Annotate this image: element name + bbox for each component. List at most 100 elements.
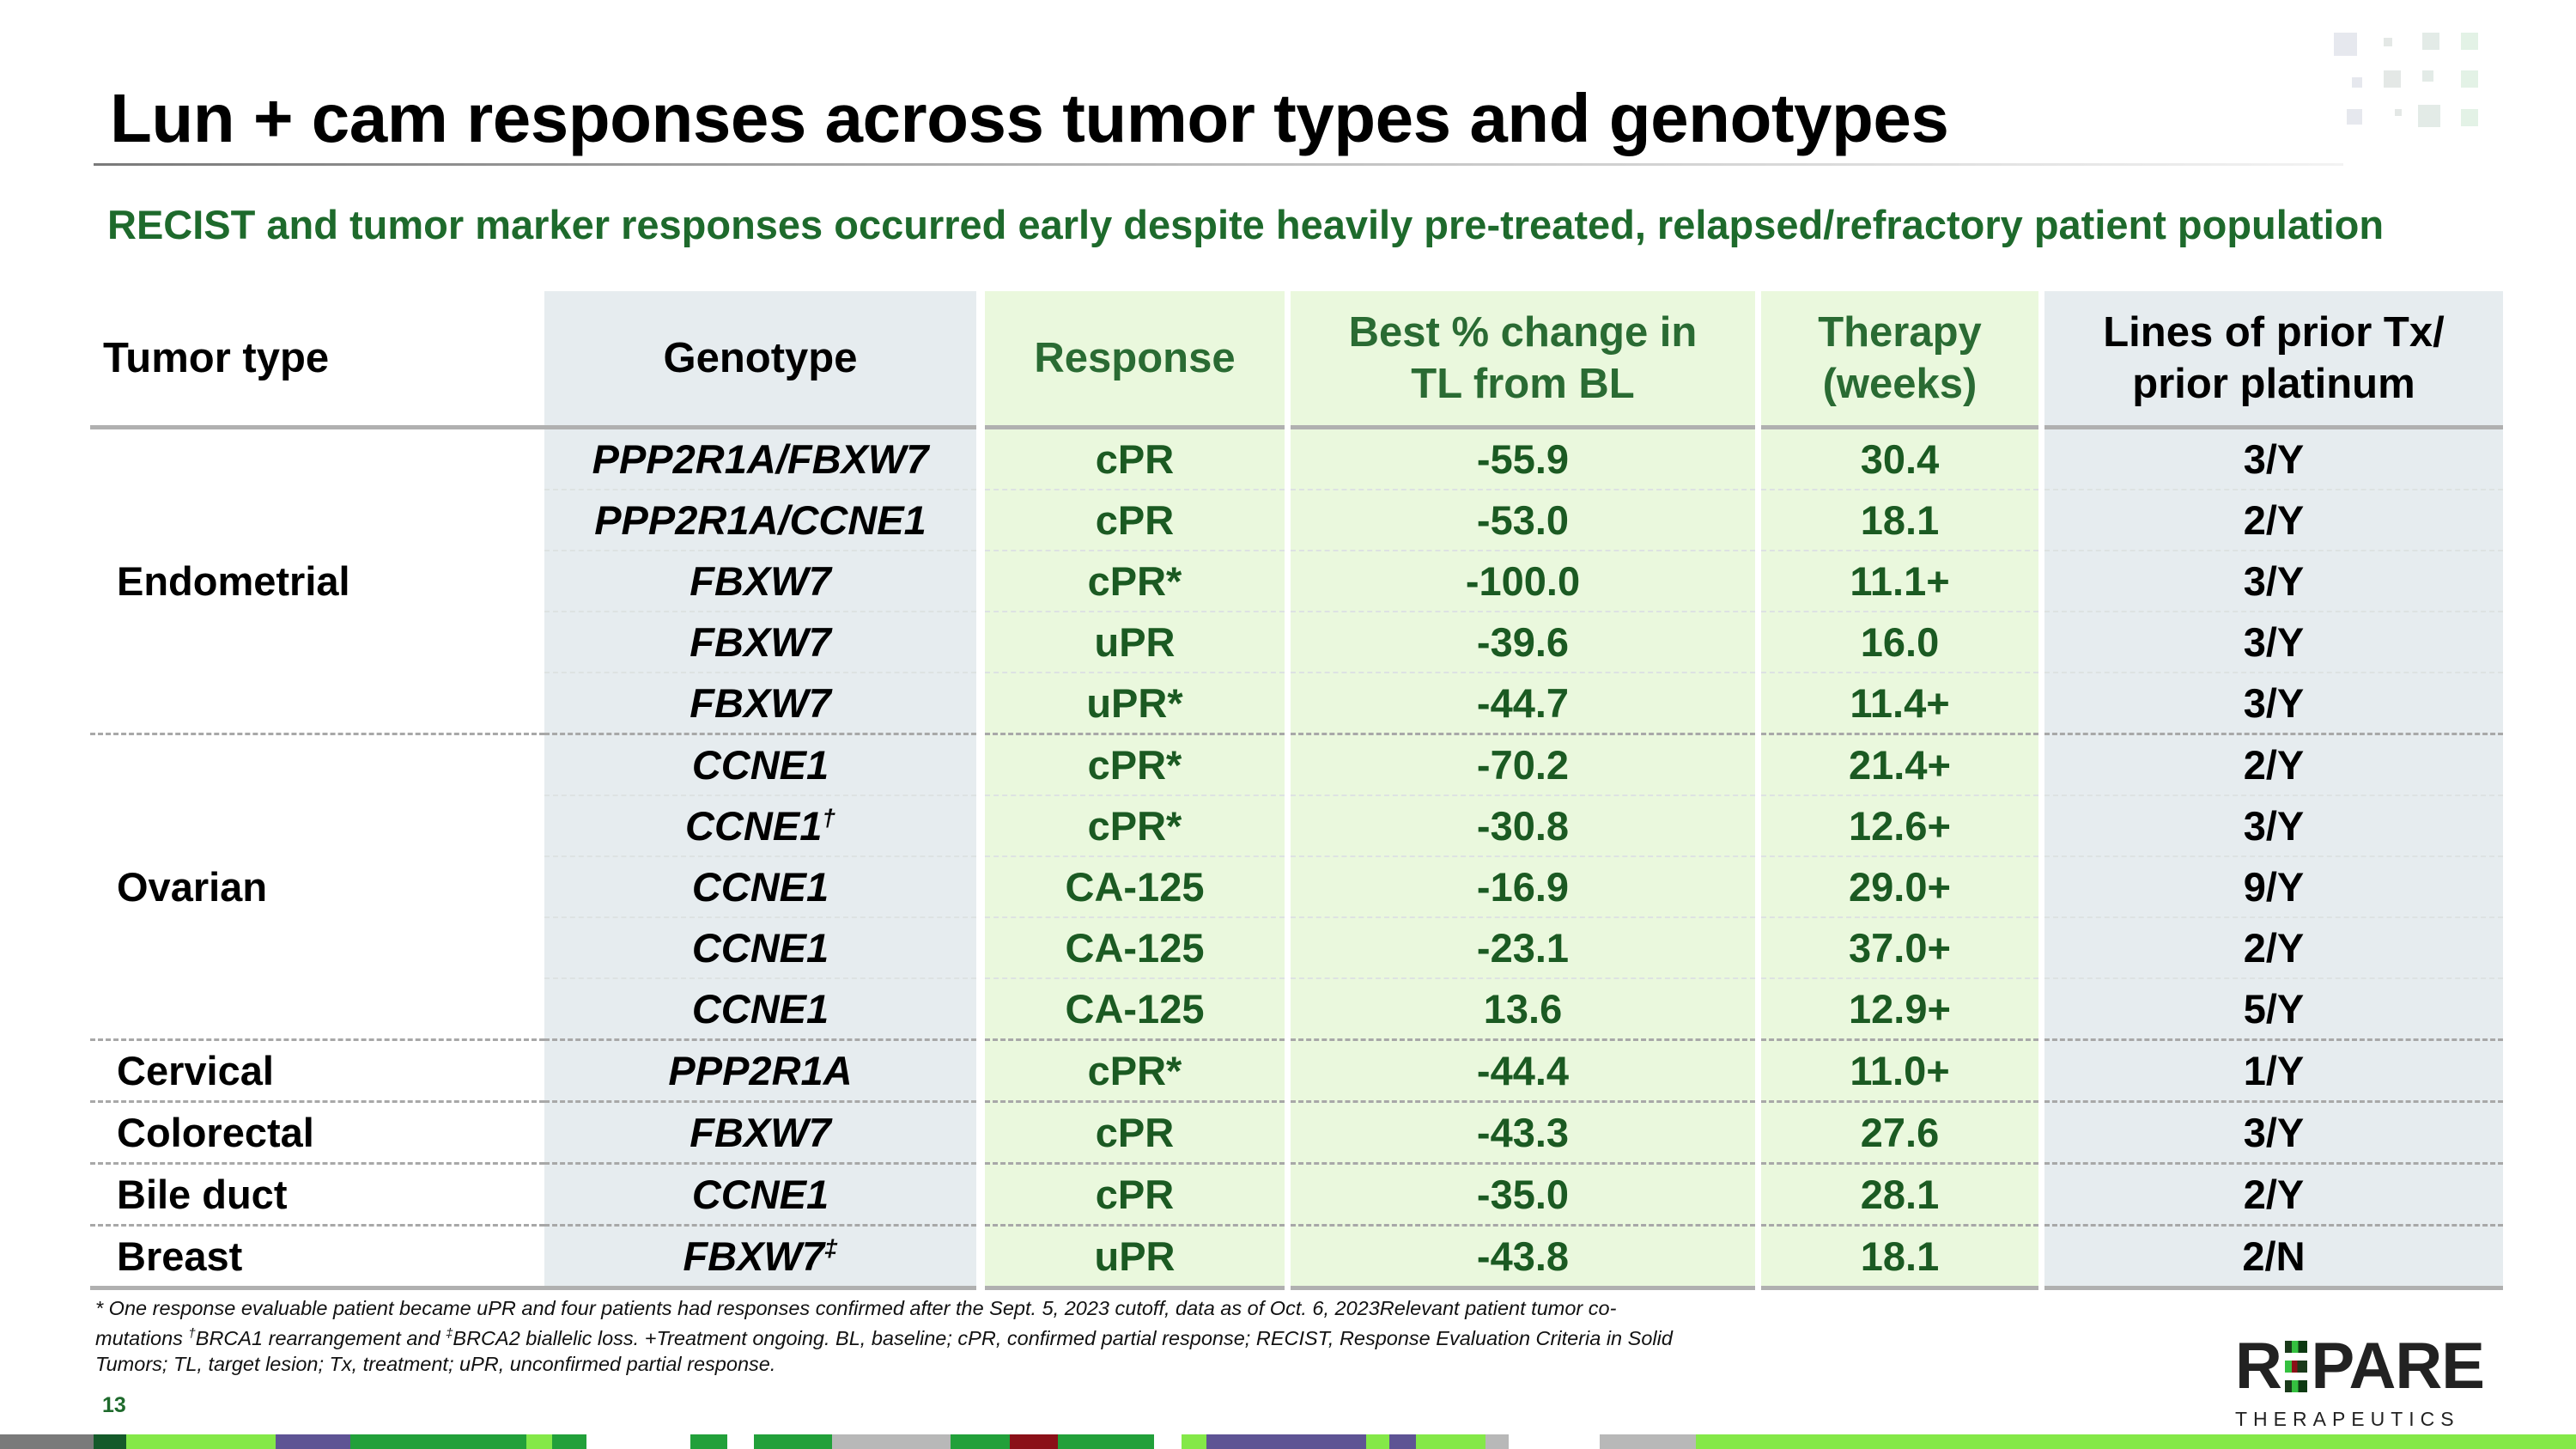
header-prior-lines: Lines of prior Tx/prior platinum [2041, 291, 2503, 429]
header-tumor-type: Tumor type [90, 291, 544, 429]
genotype-text: CCNE1 [685, 803, 823, 849]
prior-lines-cell: 2/Y [2041, 1162, 2503, 1226]
color-bar-segment [754, 1434, 832, 1449]
genotype-cell: FBXW7‡ [544, 1224, 985, 1290]
therapy-weeks-cell: 30.4 [1758, 427, 2044, 490]
best-change-cell: -70.2 [1287, 733, 1761, 795]
responses-table: Tumor type Genotype Response Best % chan… [90, 291, 2503, 1290]
table-row: CCNE1 CA-125 -23.1 37.0+ 2/Y [90, 916, 2503, 978]
response-cell: CA-125 [981, 977, 1291, 1040]
prior-lines-cell: 2/Y [2041, 916, 2503, 978]
response-cell: CA-125 [981, 855, 1291, 917]
table-row: FBXW7 uPR -39.6 16.0 3/Y [90, 611, 2503, 673]
genotype-cell: CCNE1 [544, 916, 985, 978]
logo-wordmark: R PARE [2235, 1330, 2485, 1403]
response-cell: cPR* [981, 550, 1291, 612]
table-row: Cervical PPP2R1A cPR* -44.4 11.0+ 1/Y [90, 1038, 2503, 1102]
genotype-footnote-mark: ‡ [823, 1234, 838, 1262]
therapy-weeks-cell: 12.6+ [1758, 795, 2044, 856]
best-change-cell: -44.4 [1287, 1038, 1761, 1102]
table-header-row: Tumor type Genotype Response Best % chan… [90, 291, 2503, 429]
response-cell: uPR [981, 1224, 1291, 1290]
slide-title: Lun + cam responses across tumor types a… [110, 80, 1949, 156]
table-row: Colorectal FBXW7 cPR -43.3 27.6 3/Y [90, 1100, 2503, 1164]
color-bar-segment [126, 1434, 276, 1449]
table-row: CCNE1† cPR* -30.8 12.6+ 3/Y [90, 795, 2503, 856]
table-row: Breast FBXW7‡ uPR -43.8 18.1 2/N [90, 1224, 2503, 1290]
logo-letter-r: R [2235, 1330, 2282, 1403]
prior-lines-cell: 3/Y [2041, 550, 2503, 612]
header-best-change: Best % change in TL from BL [1287, 291, 1761, 429]
therapy-weeks-cell: 11.0+ [1758, 1038, 2044, 1102]
color-bar-segment [1182, 1434, 1206, 1449]
color-bar-segment [1416, 1434, 1485, 1449]
color-bar-segment [832, 1434, 951, 1449]
therapy-weeks-cell: 28.1 [1758, 1162, 2044, 1226]
header-genotype: Genotype [544, 291, 985, 429]
prior-lines-cell: 2/Y [2041, 489, 2503, 551]
table-row: Endometrial PPP2R1A/FBXW7 cPR -55.9 30.4 3/Y [90, 427, 2503, 734]
tumor-type-cell: Breast [90, 1224, 544, 1290]
tumor-type-cell: Cervical [90, 1038, 544, 1102]
color-bar-segment [1058, 1434, 1154, 1449]
prior-lines-cell: 3/Y [2041, 672, 2503, 734]
therapy-weeks-cell: 27.6 [1758, 1100, 2044, 1164]
prior-lines-cell: 3/Y [2041, 1100, 2503, 1164]
genotype-cell: FBXW7 [544, 611, 985, 673]
footnote-line-1: * One response evaluable patient became … [95, 1297, 1617, 1319]
genotype-text: PPP2R1A [668, 1048, 853, 1093]
header-best-change-line1: Best % change in [1348, 309, 1698, 356]
header-therapy-line2: (weeks) [1822, 361, 1978, 407]
best-change-cell: -39.6 [1287, 611, 1761, 673]
genotype-cell: FBXW7 [544, 550, 985, 612]
response-cell: cPR [981, 1100, 1291, 1164]
logo-e-icon [2284, 1341, 2308, 1392]
best-change-cell: -44.7 [1287, 672, 1761, 734]
best-change-cell: -30.8 [1287, 795, 1761, 856]
footnote-line-2: mutations †BRCA1 rearrangement and ‡BRCA… [95, 1321, 1813, 1351]
genotype-cell: CCNE1 [544, 977, 985, 1040]
color-bar-segment [552, 1434, 586, 1449]
prior-lines-cell: 2/Y [2041, 733, 2503, 795]
color-bar-segment [1696, 1434, 2576, 1449]
best-change-cell: -53.0 [1287, 489, 1761, 551]
table-row: PPP2R1A/CCNE1 cPR -53.0 18.1 2/Y [90, 489, 2503, 551]
response-cell: cPR [981, 489, 1291, 551]
color-bar-segment [1366, 1434, 1389, 1449]
best-change-cell: -23.1 [1287, 916, 1761, 978]
genotype-text: CCNE1 [691, 742, 829, 788]
title-divider [94, 163, 2343, 166]
tumor-type-cell: Colorectal [90, 1100, 544, 1164]
response-cell: cPR [981, 427, 1291, 490]
footnote-dagger: † [188, 1326, 196, 1341]
response-cell: uPR* [981, 672, 1291, 734]
table-body: Endometrial PPP2R1A/FBXW7 cPR -55.9 30.4 3/Y P… [90, 427, 2503, 1290]
table-row: Ovarian CCNE1 cPR* -70.2 21.4+ 2/Y [90, 733, 2503, 1040]
tumor-type-cell: Bile duct [90, 1162, 544, 1226]
color-bar-segment [690, 1434, 727, 1449]
genotype-text: CCNE1 [691, 925, 829, 971]
therapy-weeks-cell: 18.1 [1758, 1224, 2044, 1290]
genotype-cell: CCNE1 [544, 1162, 985, 1226]
tumor-type-cell: Endometrial [90, 427, 544, 734]
header-response: Response [981, 291, 1291, 429]
genotype-cell: CCNE1 [544, 855, 985, 917]
color-bar-segment [1206, 1434, 1366, 1449]
footnote-text: BRCA2 biallelic loss. +Treatment ongoing… [453, 1326, 1673, 1349]
color-bar-segment [1010, 1434, 1058, 1449]
color-bar-segment [350, 1434, 526, 1449]
header-therapy: Therapy (weeks) [1758, 291, 2044, 429]
tumor-type-cell: Ovarian [90, 733, 544, 1040]
color-bar-segment [526, 1434, 552, 1449]
footnote-text: BRCA1 rearrangement and [195, 1326, 447, 1349]
genotype-text: CCNE1 [691, 864, 829, 910]
therapy-weeks-cell: 37.0+ [1758, 916, 2044, 978]
prior-lines-cell: 2/N [2041, 1224, 2503, 1290]
header-best-change-line2: TL from BL [1411, 361, 1635, 407]
prior-lines-cell: 1/Y [2041, 1038, 2503, 1102]
table-row: FBXW7 cPR* -100.0 11.1+ 3/Y [90, 550, 2503, 612]
color-bar-segment [1600, 1434, 1696, 1449]
genotype-text: FBXW7 [690, 680, 831, 726]
table-row: FBXW7 uPR* -44.7 11.4+ 3/Y [90, 672, 2503, 734]
table-row: Bile duct CCNE1 cPR -35.0 28.1 2/Y [90, 1162, 2503, 1226]
